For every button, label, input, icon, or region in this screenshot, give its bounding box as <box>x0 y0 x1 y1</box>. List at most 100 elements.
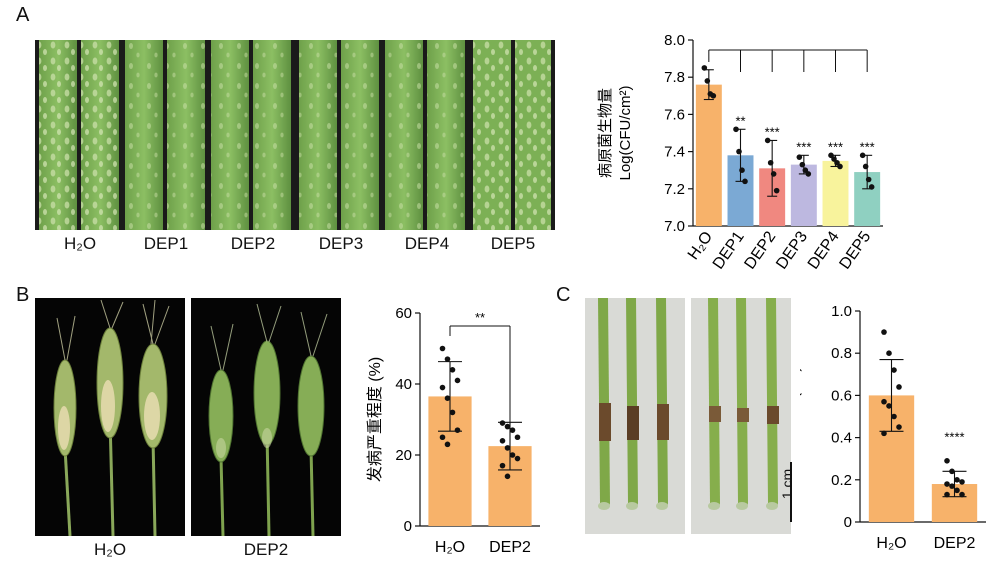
leaf-photo-strip <box>35 40 555 230</box>
x-category-label: DEP2 <box>489 539 531 556</box>
data-point <box>954 487 960 494</box>
data-point <box>868 184 875 190</box>
y-tick-label: 7.6 <box>664 106 685 123</box>
significance-label: *** <box>796 139 811 154</box>
lesion-bar-chart: 0 0.2 0.4 0.6 0.8 1.0 H₂O DEP2 **** 病斑长度 (cm) <box>800 303 986 552</box>
data-point <box>770 171 777 177</box>
x-category-label: DEP2 <box>934 535 976 552</box>
x-category-label: DEP2 <box>742 228 780 272</box>
wheat-photo-h2o <box>35 298 185 536</box>
data-point <box>834 159 840 166</box>
significance-label: *** <box>860 139 875 154</box>
data-point <box>514 434 521 441</box>
panel-label-b: B <box>16 284 30 306</box>
data-point <box>739 167 745 173</box>
data-point <box>891 413 897 420</box>
data-point <box>881 329 887 335</box>
y-tick-label: 7.4 <box>664 144 685 161</box>
y-tick-label: 20 <box>395 447 412 464</box>
data-point <box>504 445 511 451</box>
bar-3 <box>790 164 817 226</box>
data-point <box>859 152 866 159</box>
data-point <box>796 154 803 160</box>
data-point <box>805 171 812 177</box>
y-axis-label-line1: 病原菌生物量 <box>597 88 614 178</box>
wheat-caption-h2o: H₂O <box>93 540 127 559</box>
y-tick-label: 60 <box>395 305 412 322</box>
data-point <box>444 441 451 448</box>
data-point <box>439 345 446 352</box>
wheat-image-h2o <box>53 299 170 536</box>
data-point <box>831 156 837 162</box>
data-point <box>499 462 506 469</box>
leaf-caption-dep1: DEP1 <box>143 234 189 253</box>
panel-label-c: C <box>556 284 571 306</box>
y-tick-label: 0.8 <box>831 345 852 362</box>
y-axis-label-line2: Log(CFU/cm²) <box>617 85 634 180</box>
y-tick-label: 40 <box>395 376 412 393</box>
y-axis-label: 发病严重程度 (%) <box>366 357 384 482</box>
data-point <box>891 367 897 373</box>
data-point <box>444 395 451 401</box>
significance-label: ** <box>475 310 485 325</box>
data-point <box>701 65 708 71</box>
significance-label: ** <box>735 113 745 128</box>
x-category-label: H₂O <box>685 229 716 264</box>
data-point <box>449 409 456 416</box>
data-point <box>444 356 451 362</box>
wheat-photo-dep2 <box>191 298 341 536</box>
data-point <box>944 481 950 487</box>
data-point <box>896 424 902 430</box>
x-category-label: DEP5 <box>837 228 875 272</box>
stem-photo-dep2 <box>691 298 791 534</box>
data-point <box>949 483 955 489</box>
data-point <box>764 137 771 144</box>
leaf-photo-image <box>39 40 551 230</box>
y-tick-label: 0 <box>404 518 412 535</box>
y-tick-label: 0.4 <box>831 430 852 447</box>
data-point <box>949 468 955 475</box>
data-point <box>959 479 965 485</box>
y-tick-label: 7.0 <box>664 218 685 235</box>
data-point <box>828 152 834 159</box>
data-point <box>704 78 711 84</box>
data-point <box>802 167 809 173</box>
data-point <box>954 477 960 483</box>
data-point <box>454 427 461 433</box>
leaf-caption-dep5: DEP5 <box>490 234 536 253</box>
data-point <box>944 491 950 498</box>
bar-4 <box>822 160 849 226</box>
scale-bar <box>790 462 792 522</box>
data-point <box>710 93 717 99</box>
data-point <box>504 423 511 430</box>
data-point <box>439 434 446 441</box>
data-point <box>504 473 511 480</box>
data-point <box>742 178 748 185</box>
scale-bar-label: 1 cm <box>779 468 796 500</box>
x-category-label: H₂O <box>435 539 465 556</box>
y-tick-label: 0.2 <box>831 472 852 489</box>
data-point <box>837 163 843 170</box>
stem-image-dep2 <box>708 298 779 510</box>
data-point <box>886 403 892 409</box>
data-point <box>514 455 521 462</box>
severity-bar-chart: 0 20 40 60 H₂O DEP2 ** 发病严重程度 (%) <box>366 305 540 556</box>
data-point <box>454 377 461 384</box>
y-tick-label: 8.0 <box>664 32 685 49</box>
wheat-image-dep2 <box>208 303 328 536</box>
data-point <box>439 384 446 391</box>
x-category-label: H₂O <box>876 535 906 552</box>
significance-label: *** <box>828 139 843 154</box>
stem-image-h2o <box>598 298 669 510</box>
significance-label: *** <box>765 124 780 139</box>
data-point <box>449 367 456 373</box>
x-category-label: DEP1 <box>710 228 748 272</box>
y-tick-label: 0.6 <box>831 387 852 404</box>
stem-photo-h2o <box>585 298 685 534</box>
y-tick-label: 1.0 <box>831 303 852 320</box>
data-point <box>886 350 892 356</box>
y-axis-label: 病斑长度 (cm) <box>800 366 802 466</box>
significance-label: **** <box>944 429 964 444</box>
y-tick-label: 7.2 <box>664 181 685 198</box>
data-point <box>881 398 887 405</box>
